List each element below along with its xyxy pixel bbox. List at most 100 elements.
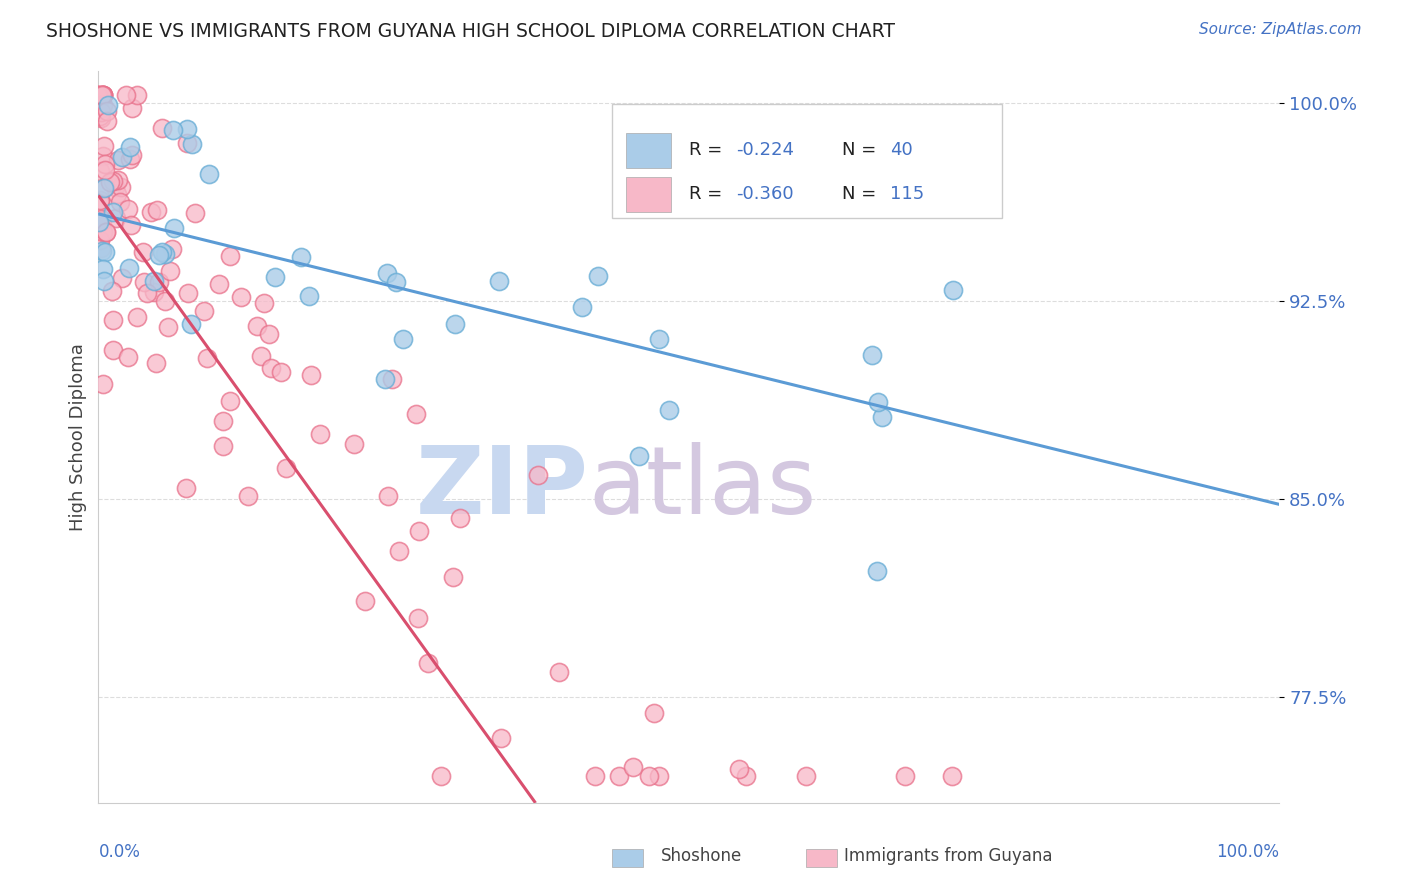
Point [94, 244, 117, 259]
Point [125, 310, 148, 325]
Point [117, 202, 139, 216]
Point [586, 268, 609, 283]
Point [150, 245, 173, 260]
Point [571, 300, 593, 314]
Point [246, 318, 269, 333]
Point [91, 88, 114, 103]
Point [309, 427, 332, 442]
Point [91, 226, 114, 240]
FancyBboxPatch shape [612, 104, 1002, 218]
Point [89, 109, 111, 123]
Point [143, 274, 166, 288]
Point [91, 88, 114, 103]
Point [125, 88, 148, 103]
Point [259, 327, 281, 342]
FancyBboxPatch shape [626, 177, 671, 211]
Point [96, 225, 118, 239]
Point [118, 261, 141, 276]
Point [89, 102, 111, 116]
Point [90, 88, 112, 103]
Point [132, 244, 155, 259]
Point [91, 214, 114, 228]
Point [87, 88, 110, 103]
Point [627, 449, 650, 463]
Point [176, 121, 198, 136]
Point [388, 544, 411, 558]
Point [218, 249, 240, 263]
Point [143, 285, 166, 299]
Point [91, 88, 114, 103]
Point [89, 88, 111, 103]
Point [96, 104, 118, 119]
Text: 0.0%: 0.0% [98, 843, 141, 861]
Point [104, 180, 127, 194]
Point [174, 481, 197, 495]
Point [794, 769, 817, 783]
Point [101, 285, 124, 299]
Point [374, 371, 396, 385]
Text: N =: N = [842, 186, 883, 203]
Point [727, 762, 749, 776]
FancyBboxPatch shape [626, 133, 671, 168]
Point [101, 174, 124, 188]
Text: 115: 115 [890, 186, 924, 203]
Point [94, 157, 117, 171]
Point [150, 121, 173, 136]
Point [93, 181, 115, 195]
Point [259, 361, 281, 376]
Point [527, 468, 550, 483]
Point [91, 98, 114, 112]
Point [90, 104, 112, 119]
Point [148, 275, 170, 289]
Point [195, 351, 218, 366]
Point [180, 137, 202, 152]
Point [193, 303, 215, 318]
Point [418, 657, 440, 671]
Point [405, 407, 427, 421]
Point [377, 266, 399, 280]
Point [103, 313, 125, 327]
Point [648, 769, 671, 783]
Point [89, 215, 111, 229]
Point [298, 289, 321, 303]
Point [159, 264, 181, 278]
Text: atlas: atlas [589, 442, 817, 534]
Point [91, 88, 114, 103]
Point [219, 393, 242, 408]
Point [91, 377, 114, 392]
Point [89, 164, 111, 178]
Point [90, 111, 112, 125]
Text: SHOSHONE VS IMMIGRANTS FROM GUYANA HIGH SCHOOL DIPLOMA CORRELATION CHART: SHOSHONE VS IMMIGRANTS FROM GUYANA HIGH … [46, 22, 896, 41]
Point [153, 293, 176, 308]
Point [270, 365, 292, 379]
Point [212, 439, 235, 453]
Point [93, 88, 115, 103]
Point [91, 149, 114, 163]
Point [211, 414, 233, 428]
Point [177, 286, 200, 301]
Point [583, 769, 606, 783]
Point [94, 163, 117, 178]
Point [97, 98, 120, 112]
Point [865, 564, 887, 578]
Point [111, 150, 134, 164]
Point [648, 332, 671, 346]
Point [198, 167, 221, 181]
Point [621, 759, 644, 773]
Point [90, 241, 112, 255]
Point [548, 665, 571, 679]
Point [488, 274, 510, 288]
Point [103, 343, 125, 358]
Point [94, 226, 117, 240]
Point [252, 296, 274, 310]
Point [658, 403, 681, 417]
Point [146, 203, 169, 218]
Point [111, 271, 134, 285]
Point [145, 356, 167, 370]
Point [866, 395, 889, 409]
Point [229, 290, 252, 304]
Point [354, 594, 377, 608]
Text: Immigrants from Guyana: Immigrants from Guyana [844, 847, 1052, 865]
Point [105, 186, 128, 201]
Point [105, 211, 128, 225]
